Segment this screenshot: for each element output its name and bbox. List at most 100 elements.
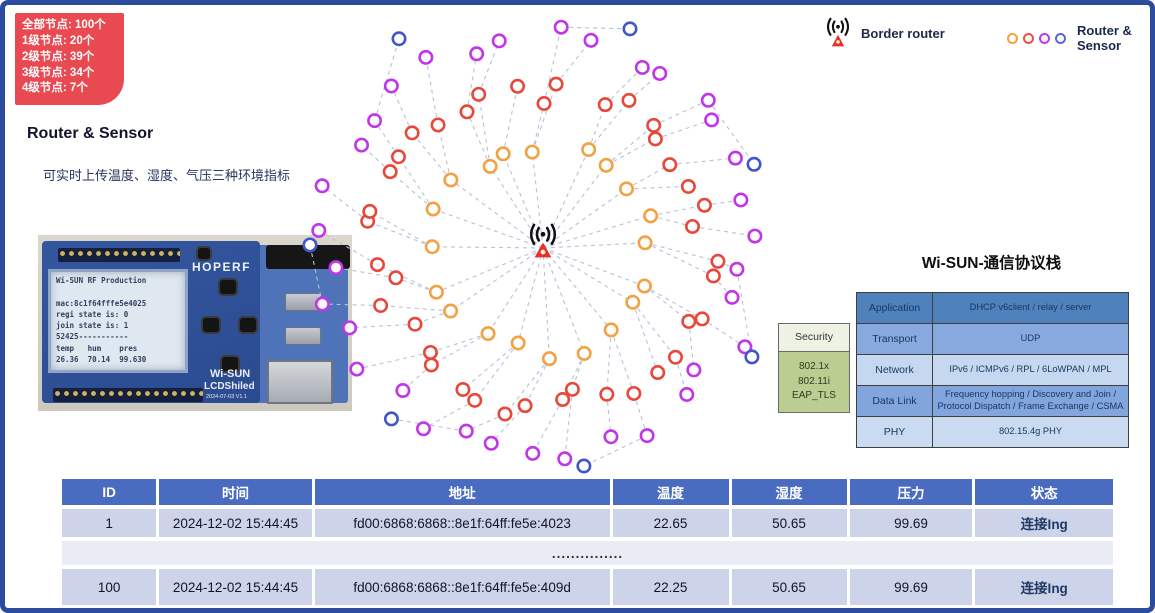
topology-edge [542, 247, 634, 303]
topology-edge [704, 199, 741, 206]
pin-header-top [58, 248, 180, 262]
topology-edge [626, 164, 671, 190]
topology-edge [644, 242, 719, 262]
tact-button-3 [240, 318, 256, 332]
topology-node [548, 76, 564, 92]
topology-svg [302, 19, 763, 474]
topology-edge [542, 165, 607, 249]
topology-node [362, 203, 378, 219]
stack-layer-name: Transport [857, 324, 933, 354]
stack-row-data-link: Data Link Frequency hopping / Discovery a… [857, 385, 1128, 416]
device-photo: Wi-SUN RF Production mac:8c1f64fffe5e402… [38, 235, 352, 411]
table-header-cell-0: ID [62, 479, 157, 505]
tact-button-2 [203, 318, 219, 332]
topology-node [696, 197, 712, 213]
topology-node [428, 284, 444, 300]
topology-edge [688, 321, 695, 370]
topology-node [423, 357, 439, 373]
topology-node [482, 158, 498, 174]
table-cell: 99.69 [849, 509, 973, 537]
topology-node [443, 172, 459, 188]
table-cell: 2024-12-02 15:44:45 [159, 509, 312, 537]
stack-layer-value: IPv6 / ICMPv6 / RPL / 6LoWPAN / MPL [949, 364, 1112, 375]
stack-layer-value: 802.15.4g PHY [998, 426, 1063, 437]
topology-node [625, 294, 641, 310]
left-panel-title: Router & Sensor [27, 125, 154, 142]
topology-node [480, 326, 496, 342]
topology-node [744, 349, 760, 365]
topology-edge [692, 225, 755, 237]
topology-node [459, 104, 475, 120]
topology-edge [423, 399, 475, 430]
topology-node [727, 150, 743, 166]
topology-node [705, 268, 721, 284]
topology-edge [650, 204, 705, 217]
legend-border-router: Border router [825, 17, 945, 49]
topology-node [704, 112, 720, 128]
topology-node [681, 313, 697, 329]
topology-node [416, 421, 432, 437]
topology-edge [489, 166, 544, 249]
topology-node [369, 257, 385, 273]
topology-edge [490, 405, 526, 444]
topology-edge [531, 152, 544, 249]
board-label-1: Wi-SUN [210, 368, 251, 380]
topology-node [668, 349, 684, 365]
topology-node [652, 65, 668, 81]
node-stat-line-4: 4级节点: 7个 [22, 82, 88, 95]
topology-node [471, 86, 487, 102]
topology-node [510, 78, 526, 94]
table-cell: 100 [62, 569, 157, 605]
topology-edge [466, 53, 478, 112]
topology-node [524, 144, 540, 160]
topology-node [536, 96, 552, 112]
lcd-text: Wi-SUN RF Production mac:8c1f64fffe5e402… [56, 276, 147, 364]
topology-node [621, 92, 637, 108]
stack-layer-value: DHCP v6client / relay / server [969, 302, 1092, 313]
topology-edge [432, 208, 544, 249]
topology-node [647, 131, 663, 147]
topology-edge [466, 111, 491, 167]
topology-node [525, 445, 541, 461]
table-header-cell-4: 湿度 [731, 479, 847, 505]
stack-row-network: Network IPv6 / ICMPv6 / RPL / 6LoWPAN / M… [857, 354, 1128, 385]
router-sensor-label: Router & Sensor [1077, 23, 1132, 53]
node-stat-line-3: 3级节点: 34个 [22, 66, 95, 79]
topology-node [418, 49, 434, 65]
topology-edge [583, 435, 648, 467]
table-cell: 22.25 [612, 569, 729, 605]
topology-node [391, 31, 407, 47]
table-cell: 连接Ing [975, 569, 1113, 605]
topology-edge [524, 358, 550, 406]
topology-edge [532, 399, 564, 454]
topology-edge [431, 333, 489, 366]
topology-edge [414, 310, 451, 325]
topology-edge [502, 86, 519, 154]
topology-node [314, 178, 330, 194]
topology-node [680, 178, 696, 194]
left-panel-description: 可实时上传温度、湿度、气压三种环境指标 [43, 168, 291, 183]
node-stat-line-2: 2级节点: 39个 [22, 50, 95, 63]
topology-edge [436, 247, 544, 293]
table-cell: 50.65 [731, 509, 847, 537]
topology-node [564, 381, 580, 397]
topology-node [483, 435, 499, 451]
topology-node [553, 19, 569, 35]
border-router-icon [529, 223, 557, 258]
topology-nodes [302, 19, 763, 474]
topology-node [700, 92, 716, 108]
topology-node [650, 365, 666, 381]
topology-edge [701, 318, 746, 348]
topology-edge [517, 247, 544, 344]
topology-edge [437, 124, 452, 181]
topology-edge [604, 67, 643, 106]
topology-edge [380, 304, 451, 312]
topology-edge [653, 99, 709, 126]
topology-edge [605, 124, 655, 166]
topology-edge [322, 303, 381, 307]
stack-row-phy: PHY 802.15.4g PHY [857, 416, 1128, 447]
topology-node [686, 362, 702, 378]
topology-node [598, 157, 614, 173]
stack-layer-value: UDP [1020, 333, 1041, 344]
